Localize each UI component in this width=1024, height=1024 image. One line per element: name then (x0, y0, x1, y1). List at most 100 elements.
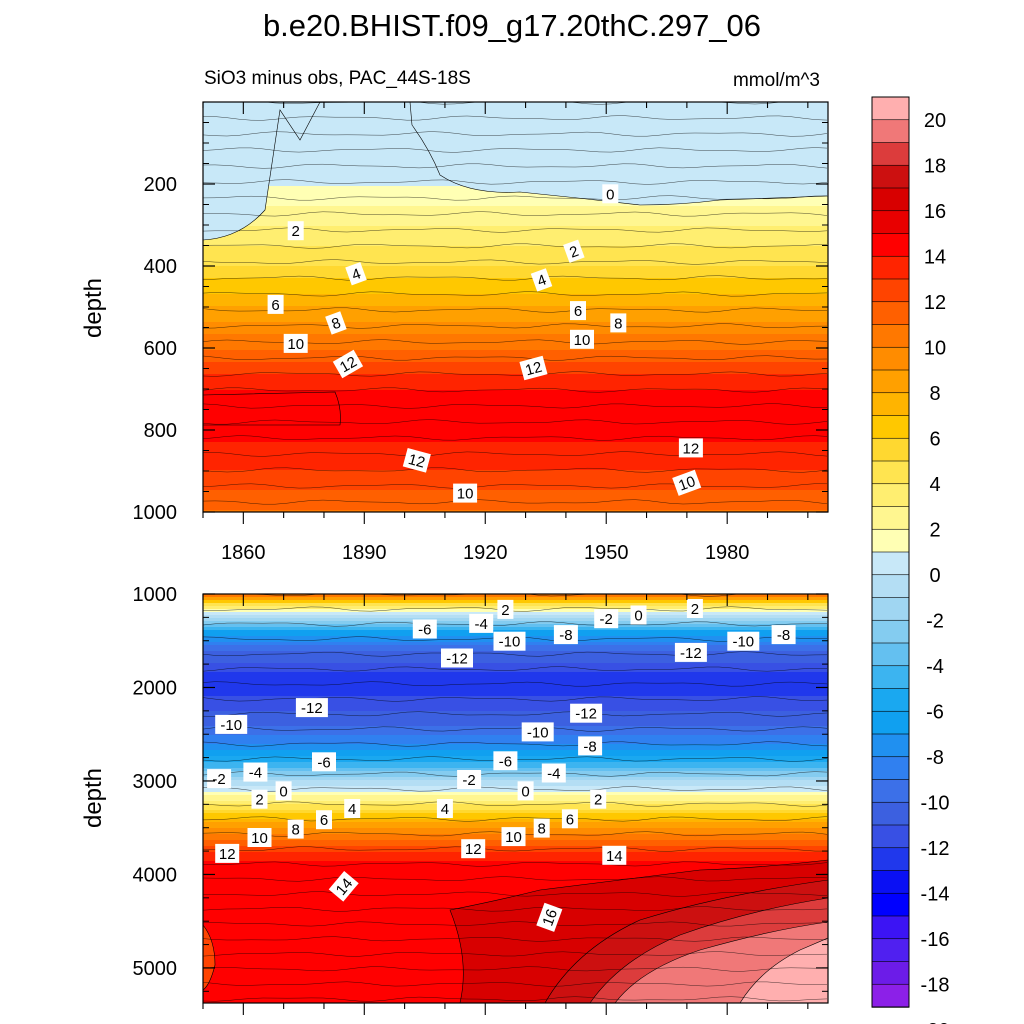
lower-contour-label-text: 4 (348, 801, 356, 818)
lower-band (203, 870, 828, 874)
upper-band (203, 286, 828, 291)
x-tick-label: 1860 (221, 542, 266, 564)
colorbar-swatch (871, 210, 910, 235)
colorbar-swatch (871, 801, 910, 826)
colorbar-label: 20 (924, 110, 946, 132)
lower-contour-label-text: -12 (575, 706, 597, 723)
upper-contour-label-box (602, 184, 619, 204)
upper-contour-line (203, 131, 828, 137)
deep-left-region (203, 924, 216, 991)
lower-contour-label: 6 (561, 809, 578, 829)
upper-band (203, 302, 828, 307)
lower-contour-label: -2 (457, 770, 482, 789)
upper-band (203, 250, 828, 255)
colorbar-swatch (871, 233, 910, 257)
upper-contour-line (203, 291, 828, 297)
upper-band (203, 274, 828, 279)
lower-band (203, 615, 828, 619)
lower-contour-label-box (215, 843, 240, 863)
upper-contour-label-text: 10 (676, 473, 697, 495)
upper-band (203, 310, 828, 315)
lower-band (203, 852, 828, 856)
upper-contour-label: 12 (332, 349, 364, 379)
upper-band (203, 450, 828, 455)
lower-contour-label-box (493, 751, 518, 771)
lower-contour-label: -4 (541, 763, 566, 783)
upper-contour-line (203, 483, 828, 489)
upper-contour-label-box (530, 268, 553, 292)
colorbar-label: -2 (926, 610, 944, 632)
lower-contour-label-text: 10 (251, 830, 268, 847)
upper-contour-label: 12 (402, 448, 431, 473)
colorbar-swatch (871, 938, 910, 963)
lower-band (203, 669, 828, 673)
upper-contour-label: 10 (570, 329, 594, 349)
colorbar-swatch (871, 619, 910, 644)
x-tick-label: 1890 (342, 542, 387, 564)
upper-band (203, 358, 828, 363)
upper-y-tick-label: 800 (144, 420, 177, 442)
lower-contour-label-text: 12 (219, 846, 236, 863)
upper-band (203, 414, 828, 419)
lower-band (203, 858, 828, 862)
lower-band (203, 600, 828, 604)
colorbar-label: -16 (921, 929, 950, 951)
colorbar-swatch (871, 415, 910, 439)
lower-contour-label-box (344, 799, 361, 818)
lower-contour-label-text: -2 (600, 611, 613, 628)
lower-y-tick-label: 5000 (133, 958, 178, 980)
lower-contour-label-box (521, 722, 554, 742)
upper-band (203, 342, 828, 347)
lower-band (203, 819, 828, 823)
upper-band (203, 350, 828, 355)
lower-contour-label-text: 6 (566, 811, 574, 828)
lower-band (203, 873, 828, 877)
lower-band (203, 666, 828, 670)
lower-contour-label: -10 (215, 714, 248, 734)
upper-contour-line (203, 403, 828, 409)
lower-contour-label: -12 (295, 698, 328, 718)
colorbar-label: 0 (929, 565, 940, 587)
lower-contour-line (203, 906, 828, 912)
upper-contour-label: 12 (678, 438, 703, 458)
lower-contour-line (203, 876, 828, 882)
colorbar-swatch (871, 733, 910, 758)
lower-band (203, 606, 828, 610)
lower-contour-label: 14 (328, 870, 359, 902)
upper-band (203, 490, 828, 495)
lower-contour-label: 0 (275, 781, 292, 801)
upper-contour-line (203, 179, 828, 185)
lower-band (203, 885, 828, 889)
lower-band (203, 810, 828, 814)
subtitle: SiO3 minus obs, PAC_44S-18S (204, 68, 471, 89)
lower-band (203, 861, 828, 865)
lower-contour-label: 2 (497, 599, 514, 619)
lower-band (203, 774, 828, 778)
lower-contour-label-box (312, 752, 336, 772)
upper-band (203, 246, 828, 251)
lower-band (203, 612, 828, 616)
lower-contour-label-box (461, 839, 486, 859)
upper-contour-label-box (610, 313, 627, 333)
upper-contour-label: 4 (345, 262, 367, 286)
colorbar-swatch (871, 119, 910, 144)
colorbar-swatch (871, 983, 910, 1008)
lower-band (203, 825, 828, 829)
upper-band (203, 494, 828, 499)
lower-contour-label-text: 2 (501, 602, 509, 619)
upper-band (203, 426, 828, 431)
lower-band (203, 651, 828, 655)
colorbar-swatch (871, 710, 910, 735)
upper-band (203, 210, 828, 215)
upper-band (203, 466, 828, 471)
colorbar-swatch (871, 437, 910, 462)
lower-band (203, 735, 828, 739)
upper-mid-contour (203, 391, 341, 426)
lower-band (203, 741, 828, 745)
lower-contour-label-text: 8 (538, 821, 546, 838)
colorbar-swatch (871, 688, 910, 712)
upper-contour-label-text: 12 (337, 353, 360, 376)
lower-contour-label-text: 0 (634, 608, 642, 625)
lower-band (203, 855, 828, 859)
lower-band (203, 729, 828, 733)
